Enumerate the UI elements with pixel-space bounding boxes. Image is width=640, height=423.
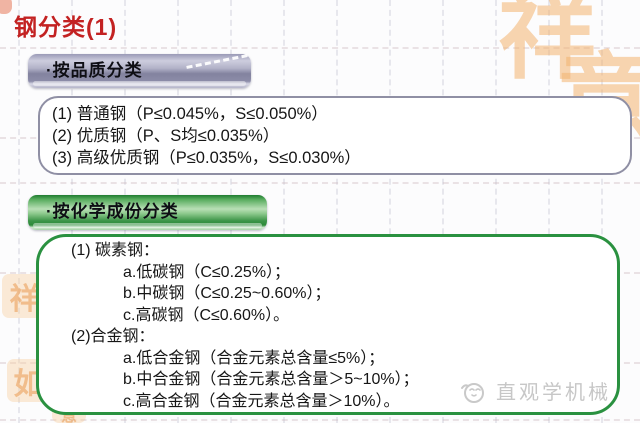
grid-line <box>0 182 640 184</box>
grid-line <box>283 0 285 423</box>
grid-line <box>0 47 640 49</box>
bar-gloss-highlight <box>33 223 262 228</box>
section-header-chemical: ·按化学成份分类 <box>28 195 267 230</box>
list-item: b.中合金钢（合金元素总含量＞5~10%）； <box>123 371 419 388</box>
grid-line <box>442 0 444 423</box>
grid-line <box>0 419 640 421</box>
bar-gloss-highlight <box>33 81 246 86</box>
brand-watermark-text: 直观学机械 <box>496 382 611 404</box>
grid-line <box>389 0 391 423</box>
list-item: (1) 碳素钢： <box>71 242 160 259</box>
brand-logo-icon <box>461 382 484 403</box>
list-item: a.低碳钢（C≤0.25%）； <box>123 263 291 281</box>
section-header-quality: ·按品质分类 <box>28 54 251 88</box>
grid-line <box>336 0 338 423</box>
list-item: a.低合金钢（合金元素总含量≤5%）； <box>123 349 385 367</box>
calligraphy-watermark: 祥 <box>498 0 597 91</box>
section-header-quality-label: ·按品质分类 <box>46 61 143 80</box>
chemical-classification-box: (1) 碳素钢： a.低碳钢（C≤0.25%）； b.中碳钢（C≤0.25~0.… <box>36 234 620 415</box>
grid-line <box>495 0 497 423</box>
list-item: b.中碳钢（C≤0.25~0.60%）； <box>123 285 331 302</box>
page-title: 钢分类(1) <box>14 14 118 40</box>
brand-watermark: 直观学机械 <box>458 376 611 405</box>
list-item: (2) 优质钢（P、S均≤0.035%） <box>52 127 280 145</box>
grid-line <box>548 0 550 423</box>
list-item: (1) 普通钢（P≤0.045%，S≤0.050%） <box>52 105 328 123</box>
list-item: c.高合金钢（合金元素总含量＞10%）。 <box>123 392 400 410</box>
quality-classification-box: (1) 普通钢（P≤0.045%，S≤0.050%） (2) 优质钢（P、S均≤… <box>38 96 632 175</box>
list-item: (2)合金钢： <box>71 328 155 345</box>
section-header-chemical-label: ·按化学成份分类 <box>46 202 179 221</box>
grid-line <box>18 0 20 423</box>
list-item: c.高碳钢（C≤0.60%）。 <box>123 306 290 324</box>
grid-line <box>601 0 603 423</box>
list-item: (3) 高级优质钢（P≤0.035%，S≤0.030%） <box>52 149 361 167</box>
seal-stamp-decoration <box>0 0 12 14</box>
